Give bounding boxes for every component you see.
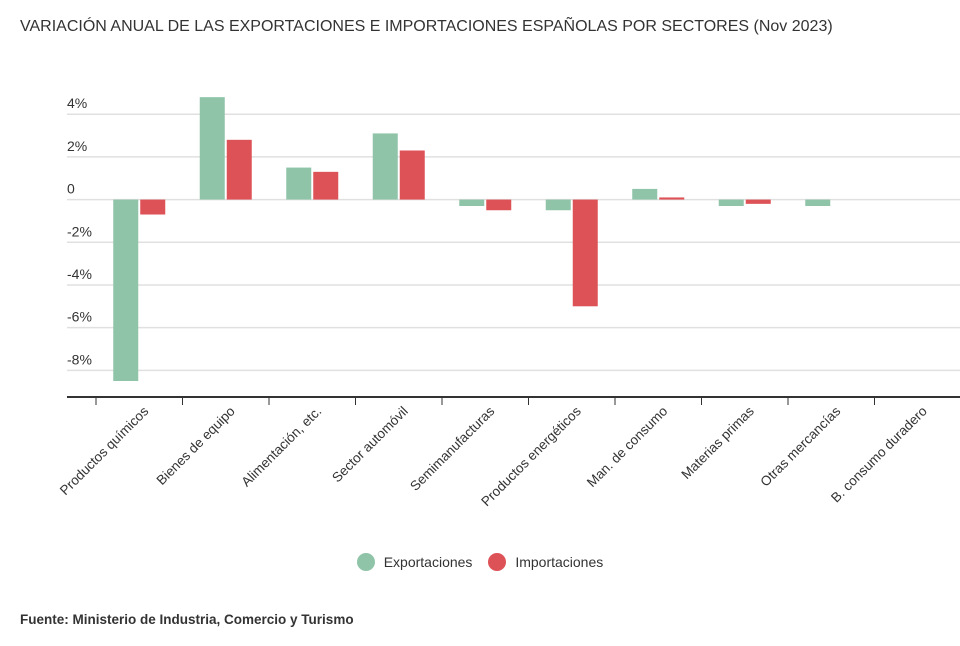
legend: Exportaciones Importaciones <box>0 553 960 574</box>
bar-importaciones <box>313 171 339 200</box>
legend-swatch <box>488 553 507 571</box>
x-tick-label: Alimentación, etc. <box>238 404 324 490</box>
source-value: Ministerio de Industria, Comercio y Turi… <box>72 612 354 627</box>
source-label: Fuente: <box>20 612 69 627</box>
x-tick-label: Semimanufacturas <box>407 403 497 493</box>
bar-importaciones <box>745 199 771 204</box>
x-tick-label: Bienes de equipo <box>153 404 237 488</box>
legend-label: Exportaciones <box>383 554 473 570</box>
y-tick-label: -6% <box>67 309 92 325</box>
bar-importaciones <box>140 199 166 215</box>
chart-title: VARIACIÓN ANUAL DE LAS EXPORTACIONES E I… <box>20 18 833 35</box>
bar-exportaciones <box>372 133 398 200</box>
bar-importaciones <box>226 139 252 200</box>
legend-item-importaciones[interactable]: Importaciones <box>488 553 603 571</box>
x-tick-label: Sector automóvil <box>329 404 411 486</box>
legend-swatch <box>356 553 375 571</box>
bar-exportaciones <box>113 199 139 381</box>
source-note: Fuente: Ministerio de Industria, Comerci… <box>20 612 354 627</box>
bar-exportaciones <box>545 199 571 211</box>
y-tick-label: 0 <box>67 181 75 197</box>
bar-exportaciones <box>459 199 485 206</box>
x-tick-label: Productos químicos <box>57 403 152 498</box>
legend-item-exportaciones[interactable]: Exportaciones <box>356 553 473 571</box>
bar-importaciones <box>572 199 598 307</box>
y-tick-label: 4% <box>67 95 87 111</box>
bar-importaciones <box>399 150 425 200</box>
bar-exportaciones <box>718 199 744 206</box>
bar-exportaciones <box>632 188 658 200</box>
bar-exportaciones <box>199 97 225 200</box>
y-tick-label: 2% <box>67 138 87 154</box>
bar-exportaciones <box>805 199 831 206</box>
x-tick-label: Productos energéticos <box>478 403 584 509</box>
x-tick-label: Materias primas <box>678 403 757 482</box>
y-tick-label: -4% <box>67 266 92 282</box>
legend-label: Importaciones <box>515 554 604 570</box>
bar-importaciones <box>659 197 685 200</box>
y-tick-label: -8% <box>67 351 92 367</box>
x-tick-label: Otras mercancías <box>757 403 843 489</box>
y-tick-label: -2% <box>67 223 92 239</box>
x-tick-label: B. consumo duradero <box>828 404 930 506</box>
bar-importaciones <box>486 199 512 211</box>
x-tick-label: Man. de consumo <box>584 404 670 490</box>
bar-exportaciones <box>286 167 312 200</box>
